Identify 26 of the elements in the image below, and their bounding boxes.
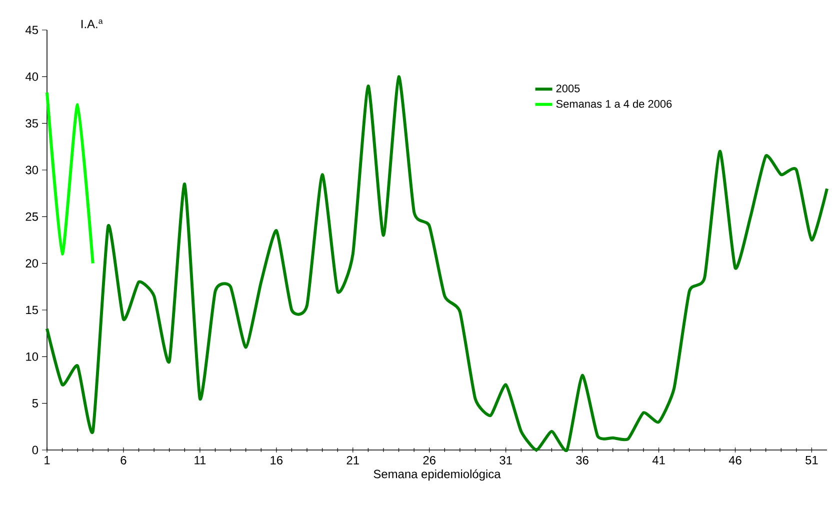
x-tick-label: 41 bbox=[652, 456, 665, 464]
x-tick-label: 11 bbox=[194, 456, 206, 464]
x-tick-label: 1 bbox=[44, 456, 50, 464]
x-tick-label: 6 bbox=[120, 456, 126, 464]
x-tick-label: 46 bbox=[728, 456, 742, 464]
x-tick-label: 21 bbox=[346, 456, 359, 464]
y-tick-label: 15 bbox=[26, 306, 38, 314]
y-tick-label: 20 bbox=[26, 259, 38, 268]
y-tick-label: 40 bbox=[25, 72, 38, 81]
x-tick-label: 36 bbox=[576, 456, 588, 464]
x-axis-title: Semana epidemiológica bbox=[374, 469, 501, 481]
y-tick-label: 5 bbox=[32, 399, 38, 408]
x-tick-label: 16 bbox=[270, 456, 283, 464]
x-tick-label: 26 bbox=[423, 456, 436, 464]
legend-label: 2005 bbox=[556, 84, 580, 92]
y-tick-label: 25 bbox=[26, 212, 38, 221]
legend-label: Semanas 1 a 4 de 2006 bbox=[556, 100, 672, 108]
y-tick-label: 35 bbox=[26, 119, 38, 128]
y-tick-label: 45 bbox=[25, 26, 38, 34]
x-tick-label: 31 bbox=[500, 456, 512, 464]
y-axis-title: I.A.$^{a}$ bbox=[82, 20, 103, 28]
y-tick-label: 30 bbox=[26, 166, 38, 174]
y-tick-label: 0 bbox=[32, 446, 38, 454]
y-tick-label: 10 bbox=[26, 352, 38, 361]
x-tick-label: 51 bbox=[806, 456, 818, 464]
line-series bbox=[46, 91, 94, 265]
